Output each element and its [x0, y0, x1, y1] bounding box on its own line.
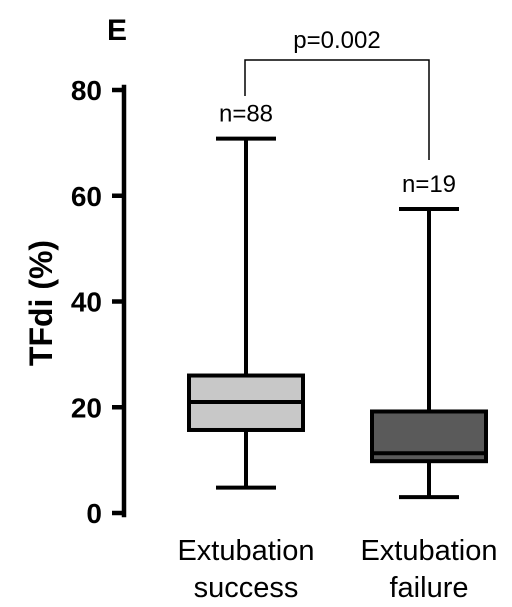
y-tick-label: 20 [71, 392, 102, 423]
y-tick-4: 80 [71, 75, 124, 106]
x-category-line2: failure [390, 572, 469, 604]
box-success: n=88 [187, 101, 305, 490]
x-category-line1: Extubation [177, 535, 314, 567]
y-tick-label: 80 [71, 75, 102, 106]
y-tick-1: 20 [71, 392, 124, 423]
x-category-label-failure: Extubation [360, 535, 497, 567]
y-tick-2: 40 [71, 287, 124, 318]
x-category-label-failure-2: failure [390, 572, 469, 604]
n-label: n=19 [402, 171, 456, 198]
n-label: n=88 [219, 101, 273, 128]
significance-bracket [244, 59, 430, 160]
x-category-line2: success [194, 572, 299, 604]
y-tick-label: 0 [86, 498, 102, 529]
x-category-label-success: Extubation [177, 535, 314, 567]
y-tick-label: 60 [71, 181, 102, 212]
box-failure: n=19 [370, 171, 488, 500]
panel-label: E [107, 14, 127, 47]
p-value-label: p=0.002 [293, 27, 380, 54]
x-category-label-success-2: success [194, 572, 299, 604]
y-axis-title: TFdi (%) [23, 240, 59, 366]
x-category-line1: Extubation [360, 535, 497, 567]
y-tick-0: 0 [86, 498, 124, 529]
y-tick-label: 40 [71, 287, 102, 318]
y-tick-3: 60 [71, 181, 124, 212]
